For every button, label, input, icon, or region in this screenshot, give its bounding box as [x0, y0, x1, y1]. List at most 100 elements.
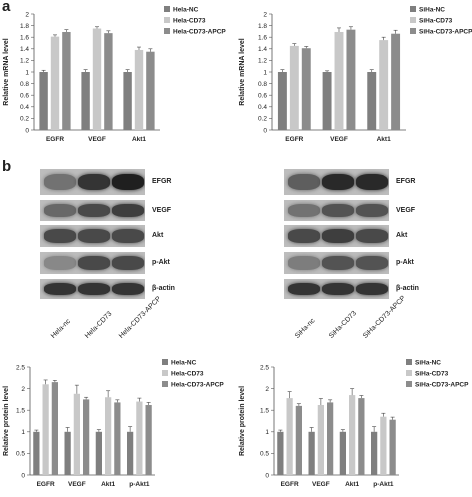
blot-band: [322, 229, 354, 243]
blot-band: [78, 229, 110, 243]
legend-swatch: [406, 370, 412, 376]
x-tick-label: Akt1: [132, 136, 146, 143]
bar: [146, 51, 155, 131]
legend-swatch: [164, 17, 170, 23]
blot-band: [44, 256, 76, 270]
blot-band: [322, 283, 354, 295]
bar: [104, 33, 113, 130]
blot-row: [284, 252, 389, 274]
bar: [136, 401, 143, 475]
blot-lane-label: SiHa-CD73: [328, 309, 358, 340]
x-tick-label: VEGF: [68, 481, 86, 488]
legend-swatch: [410, 28, 416, 34]
blot-band: [288, 283, 320, 295]
blot-band: [44, 174, 76, 190]
bar: [379, 40, 389, 130]
blot-band: [288, 204, 320, 217]
bar: [289, 45, 299, 130]
blot-row: [40, 169, 145, 195]
bar: [295, 405, 302, 475]
y-tick-label: 1: [263, 69, 267, 76]
bar: [367, 72, 377, 130]
legend-swatch: [406, 381, 412, 387]
y-tick-label: 1.2: [20, 58, 29, 65]
legend-label: SiHa-CD73-APCP: [419, 29, 472, 36]
y-tick-label: 0: [25, 127, 29, 134]
bar: [33, 431, 40, 475]
blot-band: [112, 174, 144, 190]
blot-lane-label: SiHa-nc: [294, 317, 317, 340]
protein-chart-siha: Relative protein level 0 0.5 1 1.5 2 2.5 EGFR VE…: [239, 359, 469, 488]
legend-label: Hela-CD73: [171, 371, 204, 378]
y-tick-label: 0.4: [258, 104, 267, 111]
y-tick-label: 0.6: [258, 93, 267, 100]
mrna-chart-siha: Relative mRNA level 0 0.2 0.4 0.6 0.8 1 1.2 1.4 1…: [239, 6, 472, 143]
bar: [389, 419, 396, 475]
western-blot-siha: EFGR VEGF Akt p-Akt β-actin SiHa-nc SiHa-CD73 S…: [236, 165, 472, 350]
legend-swatch: [410, 17, 416, 23]
blot-row: [284, 279, 389, 299]
bar: [346, 29, 356, 130]
bar: [286, 398, 293, 475]
bar: [349, 395, 356, 475]
bar: [339, 431, 346, 475]
blot-band: [288, 174, 320, 190]
blot-protein-label: Akt: [396, 232, 408, 239]
y-tick-label: 1.6: [20, 35, 29, 42]
blot-band: [112, 256, 144, 270]
bar: [105, 397, 112, 475]
western-blot-hela: EFGR VEGF Akt p-Akt β-actin Hela-nc Hela-CD73 H…: [0, 165, 236, 350]
bar: [301, 48, 311, 130]
legend-label: Hela-NC: [173, 7, 199, 14]
y-tick-label: 0: [265, 472, 269, 479]
bar: [42, 384, 49, 475]
x-tick-label: EGFR: [46, 136, 64, 143]
bar: [50, 36, 60, 131]
y-tick-label: 0: [21, 472, 25, 479]
y-tick-label: 2: [263, 11, 267, 18]
bar: [39, 72, 48, 130]
x-tick-label: VEGF: [312, 481, 330, 488]
blot-band: [112, 283, 144, 295]
mrna-chart-hela: Relative mRNA level 0 0.2 0.4 0.6 0.8 1 1.2 1.4 1…: [3, 6, 226, 143]
y-tick-label: 2: [21, 386, 25, 393]
y-tick-label: 0.4: [20, 104, 29, 111]
y-axis-label: Relative mRNA level: [3, 38, 10, 105]
blot-band: [44, 229, 76, 243]
blot-band: [322, 256, 354, 270]
blot-protein-label: VEGF: [152, 206, 172, 214]
bar: [95, 431, 102, 475]
blot-row: [40, 279, 145, 299]
y-tick-label: 1: [25, 69, 29, 76]
blot-band: [78, 256, 110, 270]
bar: [81, 72, 90, 130]
legend-label: SiHa-NC: [419, 7, 445, 14]
y-tick-label: 1: [265, 429, 269, 436]
bar: [62, 31, 71, 131]
x-tick-label: EGFR: [37, 481, 55, 488]
blot-row: [284, 169, 389, 195]
blot-protein-label: β-actin: [152, 285, 175, 292]
y-tick-label: 1.8: [20, 23, 29, 30]
bar: [380, 416, 387, 475]
legend-swatch: [162, 381, 168, 387]
y-tick-label: 0.5: [260, 451, 269, 458]
legend-swatch: [164, 6, 170, 12]
bar: [134, 49, 144, 130]
bar: [371, 431, 378, 475]
bar: [358, 398, 365, 475]
y-tick-label: 2: [265, 386, 269, 393]
x-tick-label: Akt1: [101, 481, 115, 488]
blot-row: [284, 225, 389, 247]
y-axis-label: Relative protein level: [239, 386, 246, 456]
y-tick-label: 0.6: [20, 93, 29, 100]
bar: [277, 431, 284, 475]
y-tick-label: 0.8: [258, 81, 267, 88]
y-axis-label: Relative mRNA level: [239, 38, 246, 105]
legend-label: Hela-CD73-APCP: [171, 382, 224, 389]
blot-band: [112, 204, 144, 217]
bar: [334, 31, 344, 131]
y-tick-label: 1.4: [20, 46, 29, 53]
legend-swatch: [406, 359, 412, 365]
y-tick-label: 2.5: [260, 364, 269, 371]
